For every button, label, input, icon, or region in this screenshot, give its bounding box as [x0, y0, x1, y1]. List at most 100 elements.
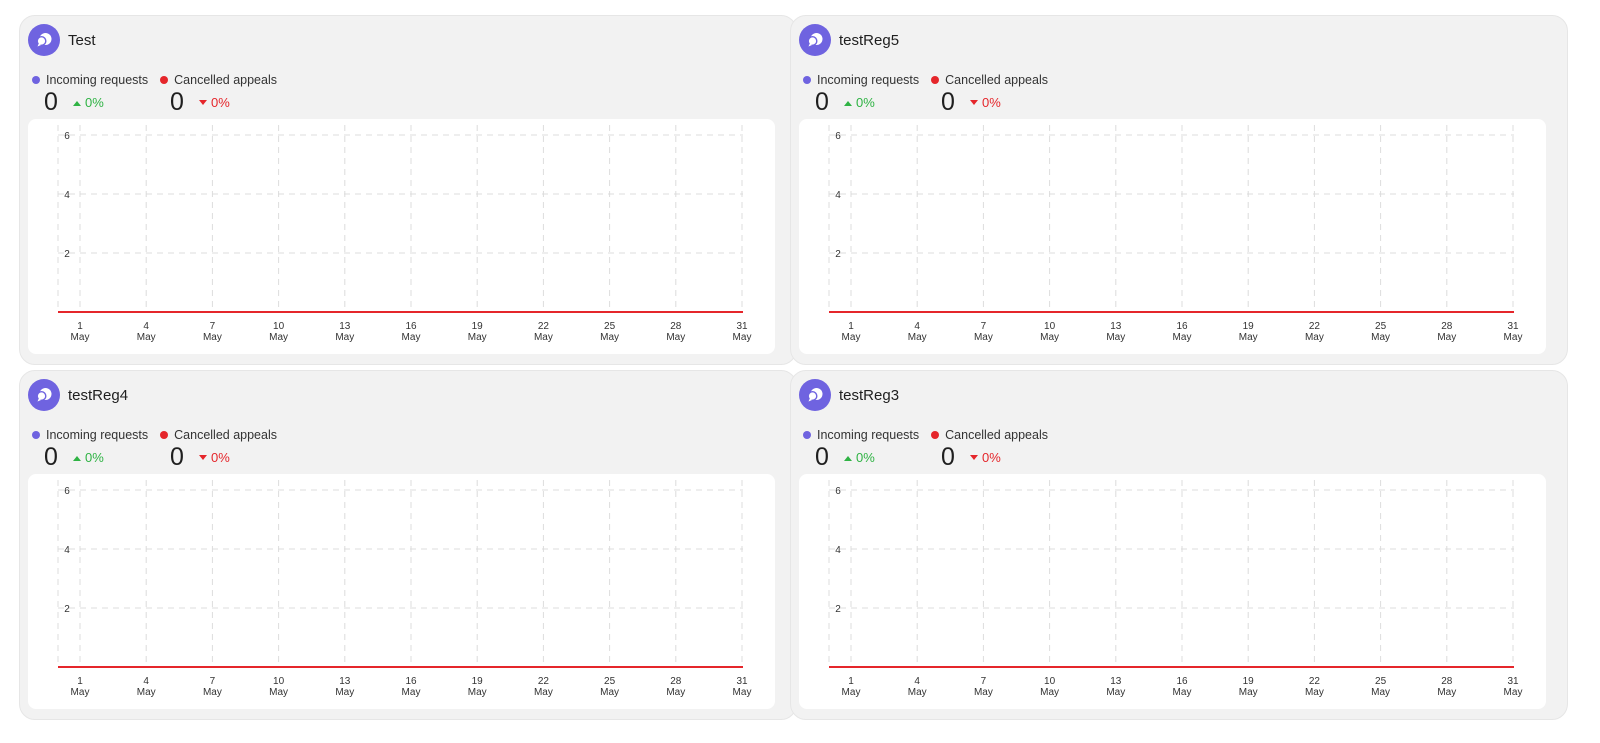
x-tick-label: 19 [472, 676, 484, 687]
legend-item-incoming[interactable]: Incoming requests [803, 428, 919, 442]
x-tick-month-label: May [666, 332, 685, 343]
metric-cancelled: 0 0% [941, 88, 1001, 117]
legend-label: Cancelled appeals [945, 428, 1048, 442]
legend-item-incoming[interactable]: Incoming requests [32, 73, 148, 87]
x-tick-label: 10 [273, 321, 285, 332]
x-tick-label: 19 [1243, 321, 1255, 332]
x-tick-label: 31 [736, 321, 748, 332]
triangle-up-icon [73, 455, 81, 461]
triangle-down-icon [199, 99, 207, 105]
metric-value: 0 [815, 88, 829, 116]
y-tick-label: 6 [835, 131, 841, 142]
x-tick-month-label: May [974, 332, 993, 343]
x-tick-month-label: May [666, 687, 685, 698]
metric-value: 0 [44, 88, 58, 116]
metric-change: 0% [72, 95, 104, 110]
chat-bubbles-icon [28, 379, 60, 411]
metric-cancelled: 0 0% [170, 443, 230, 472]
x-tick-label: 25 [1375, 676, 1387, 687]
x-tick-label: 10 [1044, 676, 1056, 687]
legend-item-cancelled[interactable]: Cancelled appeals [931, 73, 1048, 87]
stats-card: testReg4 Incoming requests Cancelled app… [19, 370, 797, 720]
x-tick-label: 13 [339, 321, 351, 332]
x-tick-label: 22 [1309, 676, 1321, 687]
x-tick-label: 13 [1110, 676, 1122, 687]
metric-cancelled: 0 0% [941, 443, 1001, 472]
metric-change-value: 0% [856, 95, 875, 110]
x-tick-label: 22 [538, 676, 550, 687]
triangle-up-icon [844, 455, 852, 461]
x-tick-label: 25 [604, 676, 616, 687]
x-tick-label: 16 [1176, 321, 1188, 332]
card-header: testReg5 [799, 24, 899, 56]
chart-legend: Incoming requests Cancelled appeals [32, 428, 289, 442]
x-tick-month-label: May [842, 687, 861, 698]
x-tick-month-label: May [1106, 332, 1125, 343]
y-tick-label: 4 [64, 190, 70, 201]
x-tick-month-label: May [468, 687, 487, 698]
x-tick-label: 7 [981, 321, 987, 332]
metrics-row: 0 0% 0 0% [815, 443, 1001, 472]
y-tick-label: 2 [64, 604, 70, 615]
x-tick-label: 19 [472, 321, 484, 332]
x-tick-label: 25 [604, 321, 616, 332]
x-tick-month-label: May [1371, 687, 1390, 698]
x-tick-month-label: May [1239, 332, 1258, 343]
legend-dot-icon [803, 431, 811, 439]
x-tick-label: 31 [1507, 321, 1519, 332]
triangle-down-icon [199, 454, 207, 460]
legend-label: Cancelled appeals [174, 428, 277, 442]
y-tick-label: 6 [64, 486, 70, 497]
x-tick-label: 31 [736, 676, 748, 687]
y-tick-label: 4 [64, 545, 70, 556]
card-header: Test [28, 24, 96, 56]
metric-change: 0% [969, 450, 1001, 465]
x-tick-label: 4 [914, 321, 920, 332]
legend-label: Incoming requests [46, 428, 149, 442]
x-tick-label: 19 [1243, 676, 1255, 687]
metric-change: 0% [843, 450, 875, 465]
x-tick-month-label: May [534, 332, 553, 343]
y-tick-label: 2 [835, 604, 841, 615]
metrics-row: 0 0% 0 0% [815, 88, 1001, 117]
x-tick-month-label: May [335, 687, 354, 698]
metric-value: 0 [170, 443, 184, 471]
legend-dot-icon [803, 76, 811, 84]
x-tick-month-label: May [1504, 687, 1523, 698]
card-title: testReg4 [68, 386, 129, 404]
legend-item-cancelled[interactable]: Cancelled appeals [160, 73, 277, 87]
x-tick-label: 4 [143, 676, 149, 687]
x-tick-month-label: May [908, 687, 927, 698]
legend-item-incoming[interactable]: Incoming requests [32, 428, 148, 442]
y-tick-label: 6 [64, 131, 70, 142]
y-tick-label: 6 [835, 486, 841, 497]
x-tick-month-label: May [137, 332, 156, 343]
legend-item-incoming[interactable]: Incoming requests [803, 73, 919, 87]
legend-item-cancelled[interactable]: Cancelled appeals [160, 428, 277, 442]
x-tick-label: 7 [981, 676, 987, 687]
x-tick-month-label: May [1305, 332, 1324, 343]
chart-legend: Incoming requests Cancelled appeals [803, 73, 1060, 87]
x-tick-label: 13 [1110, 321, 1122, 332]
x-tick-label: 1 [848, 321, 854, 332]
x-tick-month-label: May [908, 332, 927, 343]
metric-cancelled: 0 0% [170, 88, 230, 117]
legend-label: Cancelled appeals [945, 73, 1048, 87]
legend-dot-icon [160, 431, 169, 439]
card-title: testReg3 [839, 386, 900, 404]
chat-bubbles-icon [799, 24, 831, 56]
legend-label: Incoming requests [817, 428, 920, 442]
legend-label: Cancelled appeals [174, 73, 277, 87]
metric-incoming: 0 0% [44, 443, 170, 472]
x-tick-month-label: May [1173, 332, 1192, 343]
x-tick-label: 25 [1375, 321, 1387, 332]
y-tick-label: 4 [835, 545, 841, 556]
legend-item-cancelled[interactable]: Cancelled appeals [931, 428, 1048, 442]
x-tick-month-label: May [1371, 332, 1390, 343]
x-tick-month-label: May [733, 332, 752, 343]
x-tick-label: 28 [670, 321, 682, 332]
line-chart: 2 4 6 1 May 4 May 7 May 10 May 13 May 16 May 19 May 22 May… [799, 119, 1546, 354]
chat-bubbles-icon [28, 24, 60, 56]
metric-value: 0 [941, 88, 955, 116]
x-tick-month-label: May [335, 332, 354, 343]
